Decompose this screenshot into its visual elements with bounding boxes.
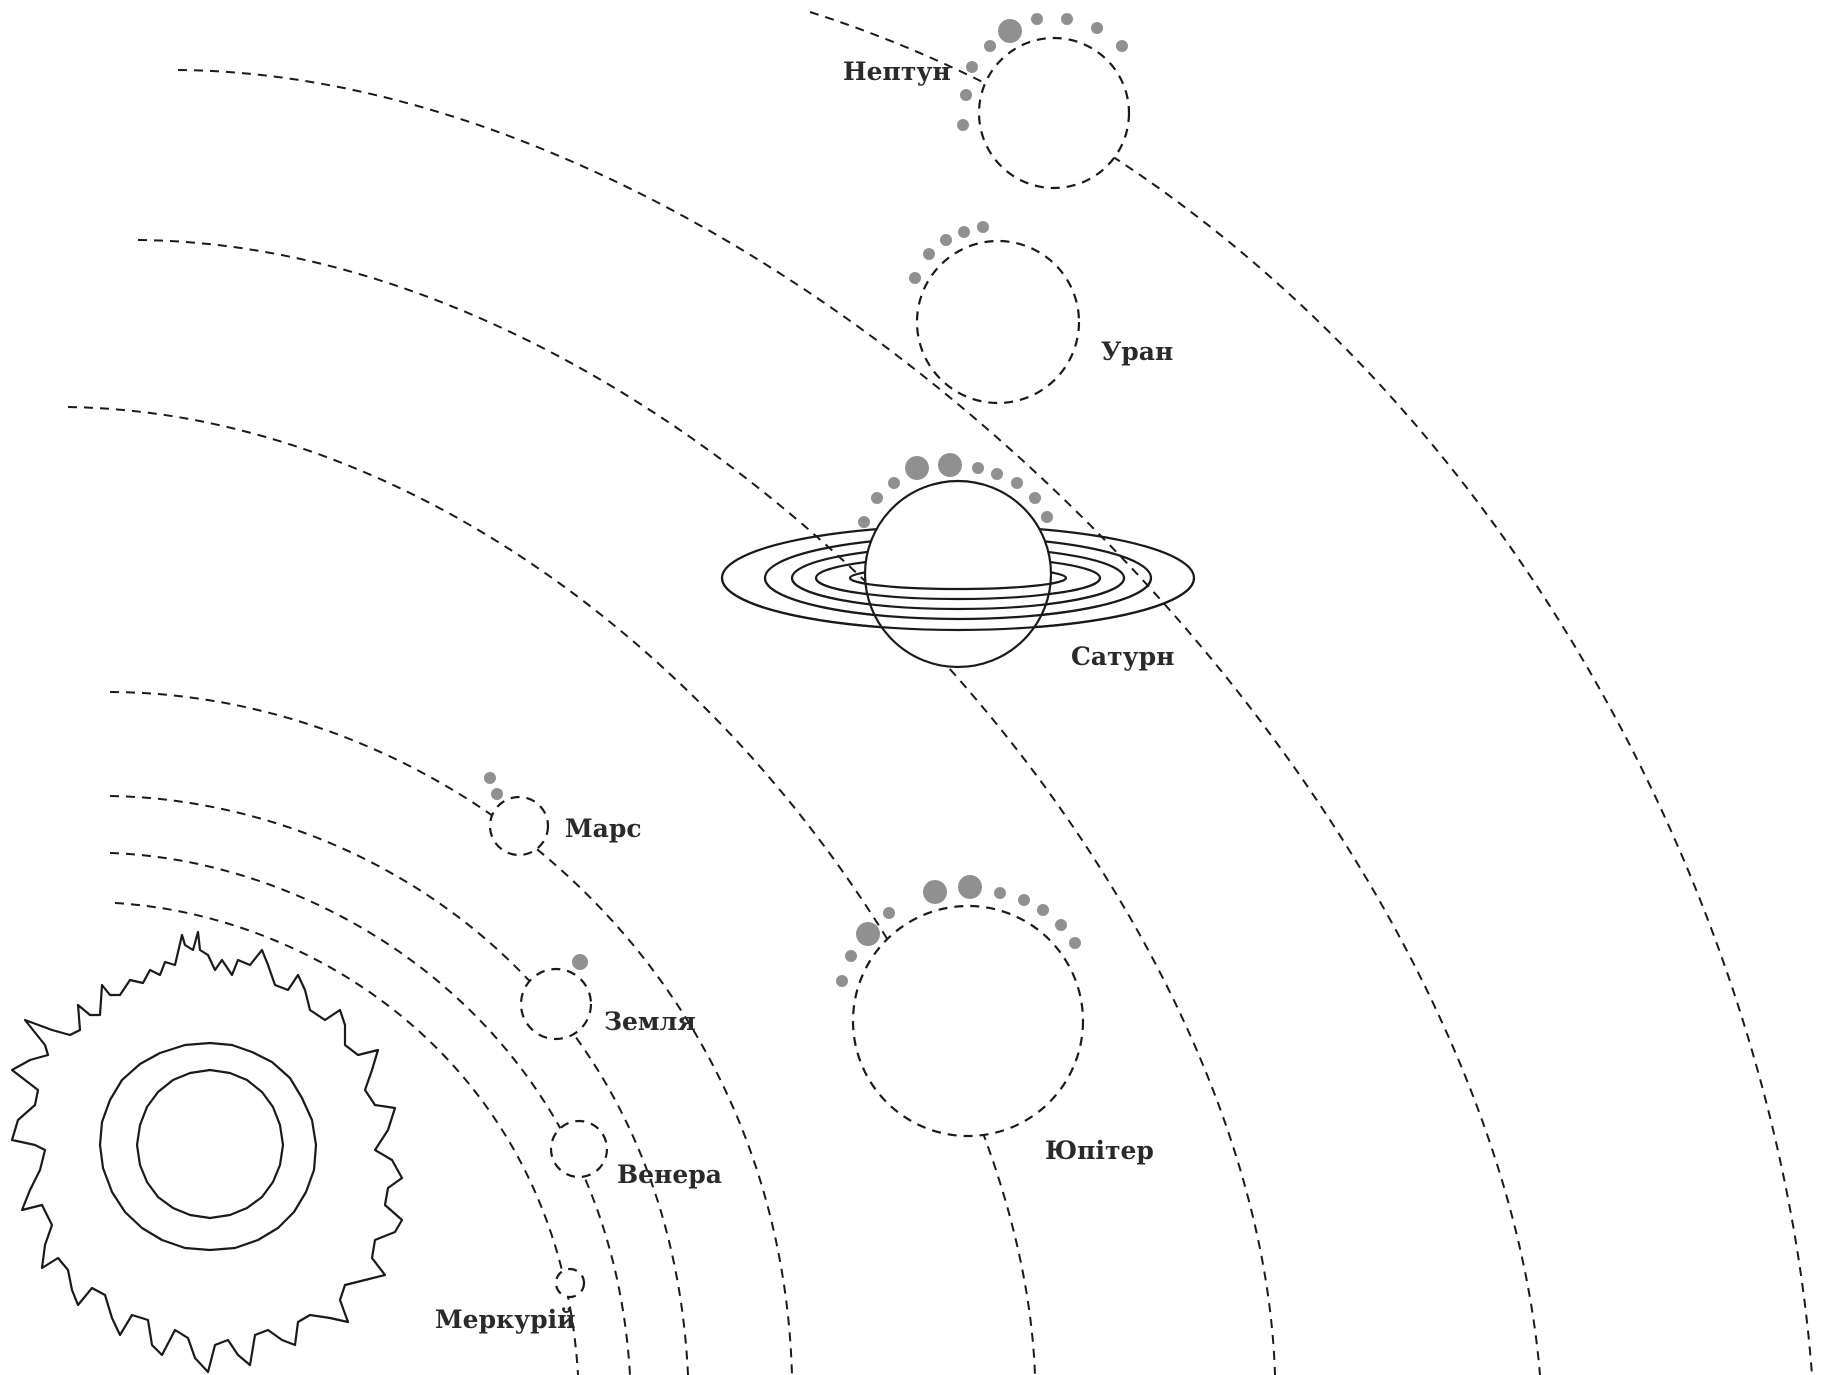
planet-mars: Марс: [484, 772, 642, 857]
orbits: [67, 11, 1813, 1375]
jupiter-moon: [958, 875, 982, 899]
planet-saturn: Сатурн: [720, 453, 1196, 671]
label-neptune: Нептун: [843, 57, 951, 86]
orbit-uranus: [177, 69, 1541, 1375]
sun-outer-ring: [98, 1041, 318, 1252]
planet-jupiter: Юпітер: [836, 875, 1154, 1165]
label-jupiter: Юпітер: [1045, 1136, 1154, 1165]
uranus-moon: [977, 221, 989, 233]
mercury-body: [554, 1267, 586, 1299]
neptune-moon: [966, 61, 978, 73]
sun-corona: [10, 930, 404, 1374]
neptune-moon: [960, 89, 972, 101]
neptune-moon: [984, 40, 996, 52]
jupiter-moon: [994, 887, 1006, 899]
mars-moon-2: [491, 788, 503, 800]
saturn-moon: [871, 492, 883, 504]
saturn-moon: [888, 477, 900, 489]
jupiter-moon: [1069, 937, 1081, 949]
label-mercury: Меркурій: [435, 1305, 576, 1334]
saturn-moon: [972, 462, 984, 474]
planet-earth: Земля: [519, 954, 696, 1041]
uranus-moon: [940, 234, 952, 246]
neptune-moon: [998, 19, 1022, 43]
label-uranus: Уран: [1101, 337, 1173, 366]
earth-moon: [572, 954, 588, 970]
saturn-moon: [1041, 511, 1053, 523]
jupiter-moon: [856, 922, 880, 946]
jupiter-moon: [883, 907, 895, 919]
uranus-moon: [958, 226, 970, 238]
jupiter-moon: [923, 880, 947, 904]
mars-body: [488, 795, 550, 857]
uranus-moon: [909, 272, 921, 284]
orbit-mercury: [114, 902, 579, 1375]
orbit-mars: [109, 691, 793, 1375]
jupiter-moon: [1018, 894, 1030, 906]
saturn-body: [863, 479, 1053, 669]
label-venus: Венера: [617, 1160, 722, 1189]
label-mars: Марс: [565, 814, 642, 843]
planet-mercury: Меркурій: [435, 1267, 586, 1334]
saturn-moon: [1029, 492, 1041, 504]
jupiter-moons: [836, 875, 1081, 987]
neptune-moon: [1116, 40, 1128, 52]
sun-inner-ring: [135, 1068, 285, 1220]
planet-neptune: Нептун: [843, 13, 1131, 190]
venus-body: [549, 1119, 609, 1179]
planet-uranus: Уран: [909, 221, 1173, 405]
label-earth: Земля: [604, 1007, 696, 1036]
jupiter-moon: [845, 950, 857, 962]
orbit-jupiter: [67, 406, 1036, 1375]
saturn-moon: [905, 456, 929, 480]
planet-venus: Венера: [549, 1119, 722, 1189]
label-saturn: Сатурн: [1071, 642, 1174, 671]
jupiter-moon: [1037, 904, 1049, 916]
saturn-moons: [858, 453, 1053, 528]
neptune-moon: [957, 119, 969, 131]
earth-body: [519, 967, 593, 1041]
jupiter-moon: [1055, 919, 1067, 931]
uranus-body: [915, 239, 1081, 405]
neptune-moon: [1061, 13, 1073, 25]
neptune-moon: [1091, 22, 1103, 34]
saturn-moon: [991, 468, 1003, 480]
neptune-moon: [1031, 13, 1043, 25]
orbit-neptune: [809, 11, 1813, 1375]
neptune-body: [977, 36, 1131, 190]
orbit-saturn: [137, 239, 1276, 1375]
jupiter-moon: [836, 975, 848, 987]
saturn-moon: [938, 453, 962, 477]
mars-moon-1: [484, 772, 496, 784]
saturn-rings-front: [720, 577, 1196, 632]
orbit-earth: [109, 795, 689, 1375]
sun-icon: [10, 930, 404, 1374]
uranus-moon: [923, 248, 935, 260]
orbit-venus: [109, 852, 631, 1375]
saturn-moon: [1011, 477, 1023, 489]
jupiter-body: [851, 904, 1085, 1138]
saturn-moon: [858, 516, 870, 528]
